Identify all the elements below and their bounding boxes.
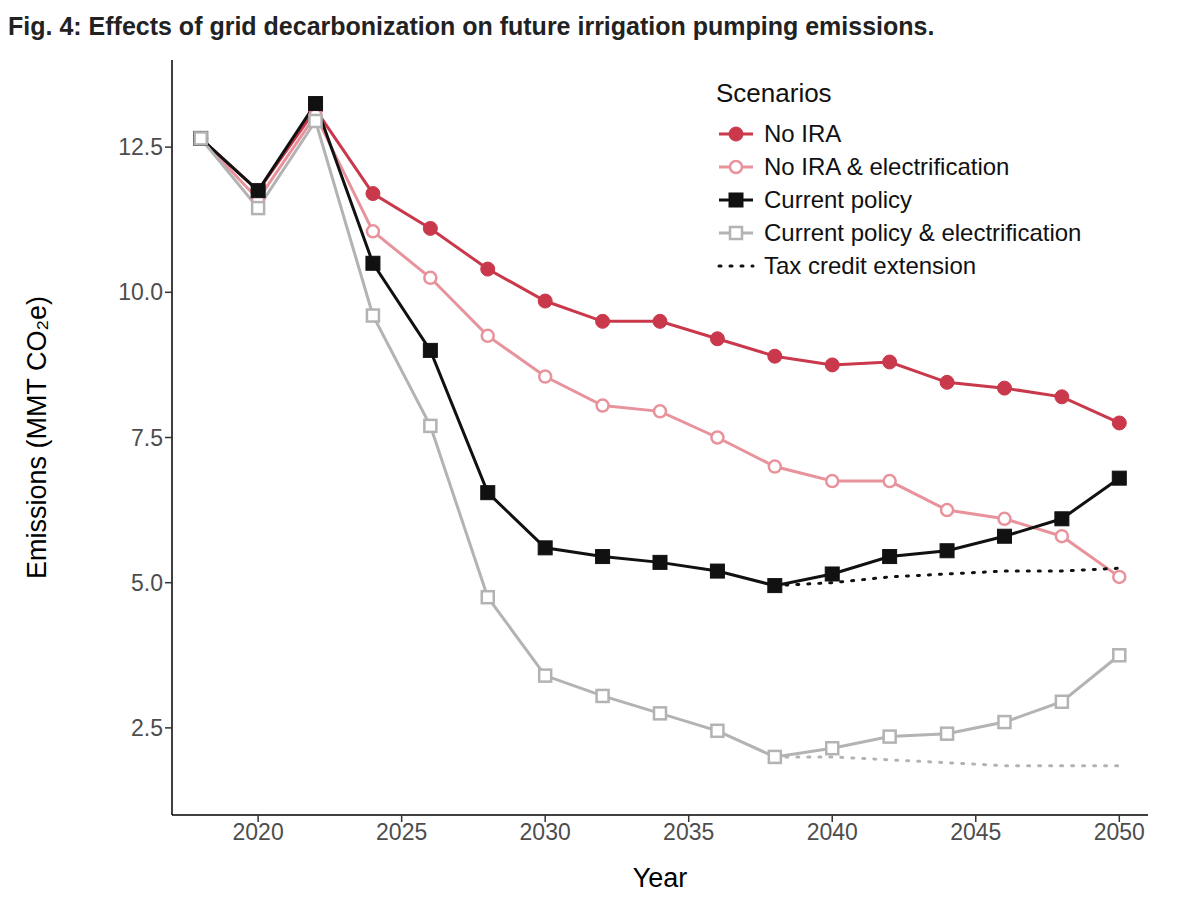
svg-text:Emissions (MMT CO₂e): Emissions (MMT CO₂e) bbox=[22, 296, 52, 579]
html-text:No IRA: No IRA bbox=[764, 119, 842, 147]
svg-text:2035: 2035 bbox=[663, 819, 714, 845]
svg-text:10.0: 10.0 bbox=[118, 279, 163, 305]
html-text:Scenarios: Scenarios bbox=[716, 78, 832, 108]
html-text:No IRA & electrification: No IRA & electrification bbox=[764, 152, 1010, 180]
svg-text:12.5: 12.5 bbox=[118, 134, 163, 160]
html-text:Tax credit extension: Tax credit extension bbox=[764, 251, 977, 279]
svg-text:2.5: 2.5 bbox=[131, 715, 163, 741]
svg-text:2025: 2025 bbox=[376, 819, 427, 845]
svg-text:2045: 2045 bbox=[950, 819, 1001, 845]
svg-text:5.0: 5.0 bbox=[131, 570, 163, 596]
html-text:Current policy & electrificati: Current policy & electrification bbox=[764, 218, 1082, 246]
svg-text:2040: 2040 bbox=[807, 819, 858, 845]
svg-text:2030: 2030 bbox=[520, 819, 571, 845]
svg-text:7.5: 7.5 bbox=[131, 425, 163, 451]
html-text:Fig. 4: Effects of grid decarb: Fig. 4: Effects of grid decarbonization … bbox=[8, 12, 935, 40]
html-text:Current policy: Current policy bbox=[764, 185, 913, 213]
svg-text:2050: 2050 bbox=[1094, 819, 1145, 845]
svg-text:Year: Year bbox=[633, 863, 688, 893]
svg-text:2020: 2020 bbox=[233, 819, 284, 845]
